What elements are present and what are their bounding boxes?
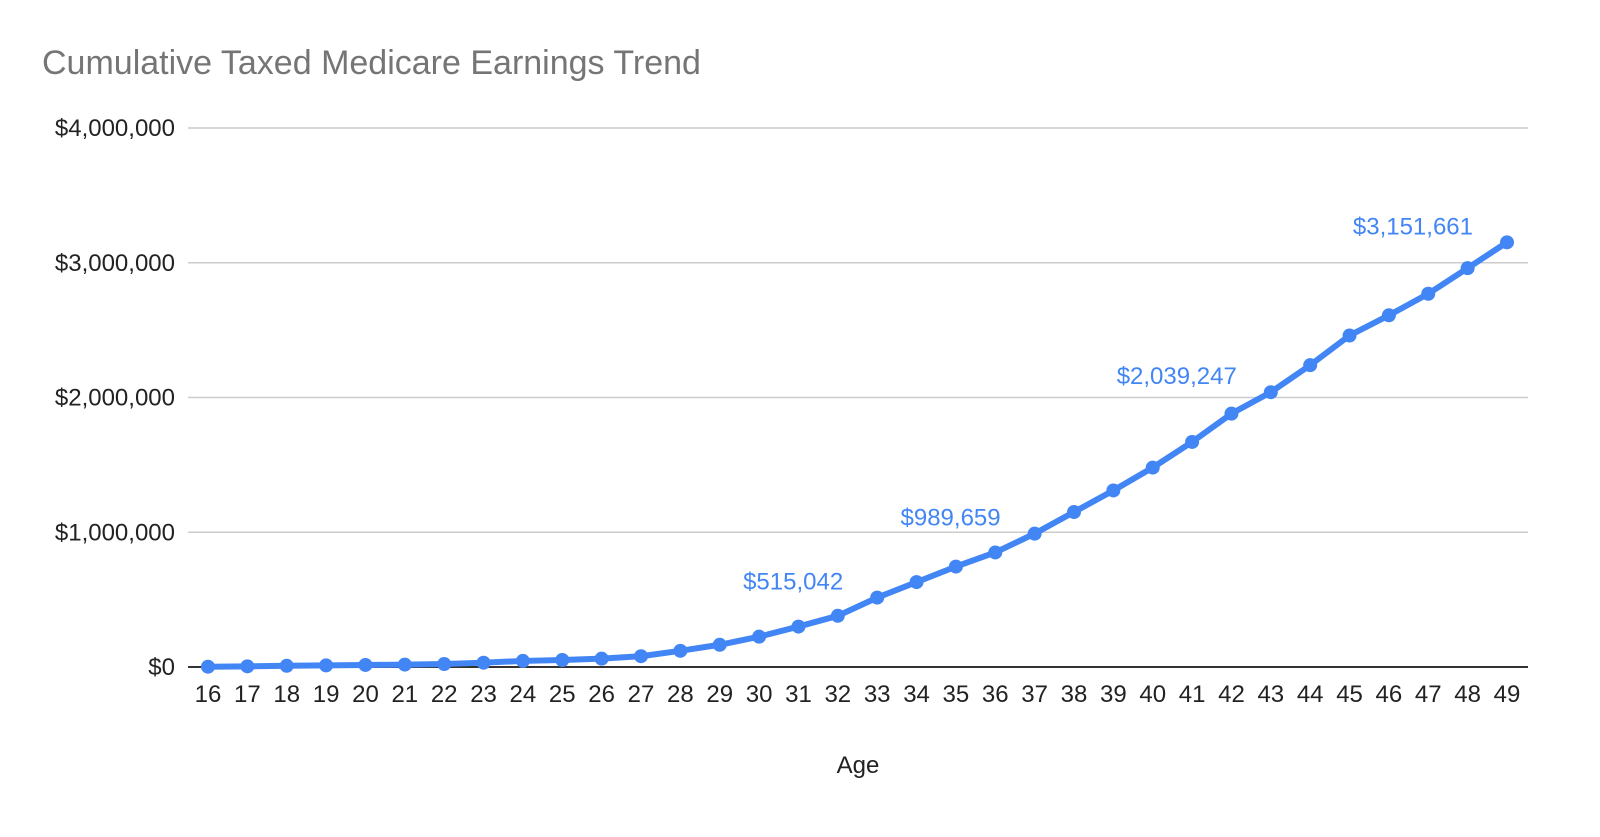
data-point (830, 608, 845, 623)
data-point (1027, 526, 1042, 541)
gridlines (188, 127, 1528, 533)
data-point (1067, 505, 1081, 520)
x-tick-label: 30 (746, 681, 773, 708)
data-label: $989,659 (901, 505, 1001, 532)
y-tick-label: $0 (148, 654, 175, 681)
data-labels: $515,042 $989,659 $2,039,247 $3,151,661 (743, 213, 1473, 595)
x-tick-label: 37 (1021, 681, 1048, 708)
data-point (752, 629, 767, 644)
data-point (1145, 460, 1160, 475)
data-point (712, 637, 727, 652)
x-tick-label: 29 (706, 681, 733, 708)
x-tick-label: 23 (470, 681, 497, 708)
x-tick-label: 41 (1179, 681, 1206, 708)
x-tick-label: 35 (943, 681, 970, 708)
x-tick-label: 46 (1376, 681, 1403, 708)
data-label: $2,039,247 (1117, 363, 1237, 390)
y-axis-ticks: $0 $1,000,000 $2,000,000 $3,000,000 $4,000,0… (55, 115, 175, 681)
data-point (515, 653, 530, 668)
x-tick-label: 25 (549, 681, 576, 708)
data-label: $515,042 (743, 569, 843, 596)
x-tick-label: 21 (391, 681, 418, 708)
x-tick-label: 18 (273, 681, 300, 708)
data-point (279, 658, 294, 673)
x-tick-label: 36 (982, 681, 1009, 708)
data-point (673, 643, 688, 658)
data-point (594, 651, 609, 666)
x-tick-label: 22 (431, 681, 458, 708)
y-tick-label: $4,000,000 (55, 115, 175, 142)
data-point (909, 575, 924, 590)
x-tick-label: 19 (313, 681, 340, 708)
chart-title: Cumulative Taxed Medicare Earnings Trend (42, 44, 701, 82)
data-point (437, 657, 452, 672)
x-tick-label: 40 (1139, 681, 1166, 708)
data-label: $3,151,661 (1353, 213, 1473, 240)
data-point (555, 652, 570, 667)
data-point (1106, 483, 1121, 498)
x-tick-label: 31 (785, 681, 812, 708)
x-tick-label: 26 (588, 681, 615, 708)
series-points (201, 235, 1514, 674)
y-tick-label: $3,000,000 (55, 250, 175, 277)
x-tick-label: 24 (510, 681, 537, 708)
x-axis-ticks: 16 17 18 19 20 21 22 23 24 25 26 27 28 29 30 31 32 33 34 35… (195, 681, 1521, 708)
data-point (634, 649, 648, 664)
data-point (397, 657, 412, 672)
data-point (1342, 328, 1357, 343)
x-tick-label: 20 (352, 681, 379, 708)
data-point (1303, 358, 1318, 373)
x-tick-label: 42 (1218, 681, 1245, 708)
y-tick-label: $2,000,000 (55, 385, 175, 412)
data-point (791, 619, 806, 634)
data-point (1224, 406, 1239, 421)
x-tick-label: 16 (195, 681, 222, 708)
x-tick-label: 33 (864, 681, 891, 708)
x-tick-label: 48 (1454, 681, 1481, 708)
x-tick-label: 28 (667, 681, 694, 708)
data-point (319, 658, 334, 673)
data-point (1185, 434, 1200, 449)
data-point (201, 659, 215, 674)
x-tick-label: 43 (1257, 681, 1284, 708)
data-point (1263, 385, 1278, 400)
data-point (1421, 286, 1436, 301)
x-tick-label: 34 (903, 681, 930, 708)
series-line (205, 239, 1510, 670)
data-point (1460, 261, 1475, 276)
y-tick-label: $1,000,000 (55, 519, 175, 546)
x-axis-label: Age (837, 752, 880, 779)
data-point (476, 655, 491, 670)
x-tick-label: 38 (1061, 681, 1088, 708)
x-tick-label: 39 (1100, 681, 1127, 708)
x-tick-label: 17 (234, 681, 261, 708)
data-point (948, 559, 963, 574)
data-point (240, 659, 255, 674)
x-tick-label: 45 (1336, 681, 1363, 708)
data-point (988, 545, 1003, 560)
x-tick-label: 27 (628, 681, 655, 708)
data-point (1381, 308, 1396, 323)
x-tick-label: 47 (1415, 681, 1442, 708)
data-point (870, 590, 885, 605)
x-tick-label: 49 (1494, 681, 1521, 708)
data-point (358, 657, 373, 672)
x-tick-label: 32 (824, 681, 851, 708)
x-tick-label: 44 (1297, 681, 1324, 708)
data-point (1500, 235, 1514, 250)
